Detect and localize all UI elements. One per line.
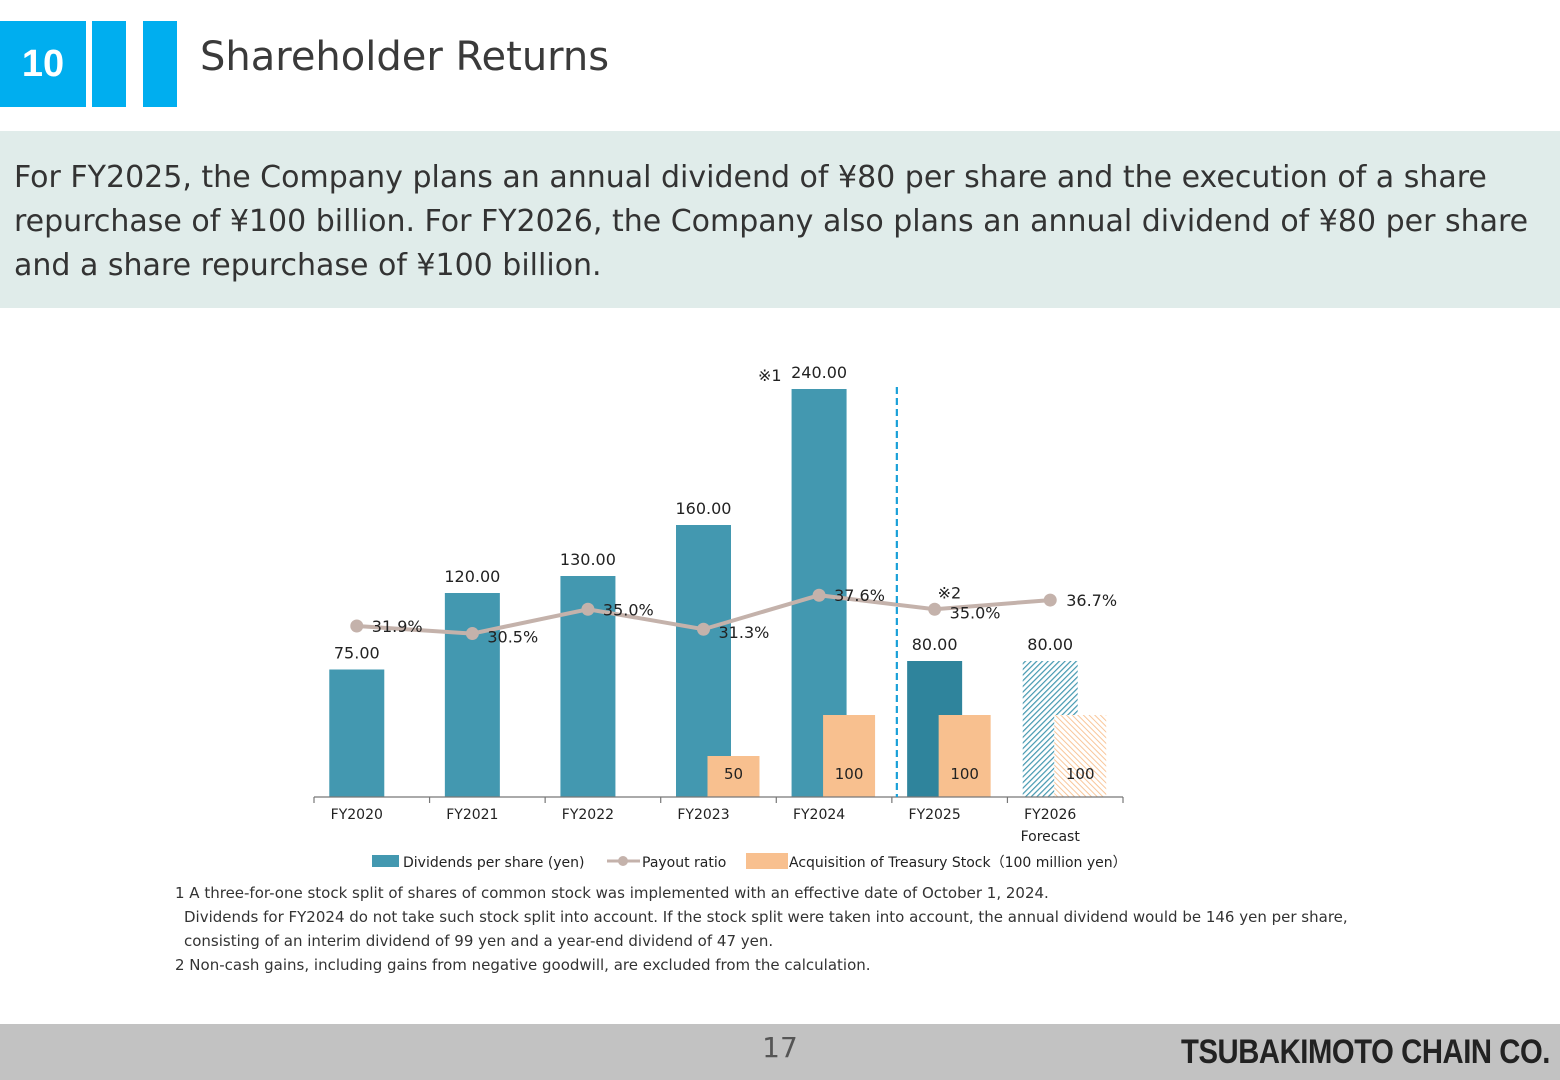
page-title: Shareholder Returns <box>200 34 610 80</box>
treasury-stock-value-label: 100 <box>1066 765 1095 783</box>
footnote: Dividends for FY2024 do not take such st… <box>184 908 1348 926</box>
footnote: consisting of an interim dividend of 99 … <box>184 932 774 950</box>
x-tick-label: FY2026 <box>1024 807 1076 823</box>
dividend-value-label: 120.00 <box>444 567 500 586</box>
treasury-stock-value-label: 50 <box>724 765 743 783</box>
summary-text: For FY2025, the Company plans an annual … <box>14 160 1529 283</box>
payout-ratio-label: 31.9% <box>372 617 423 636</box>
legend-label-dividends: Dividends per share (yen) <box>403 855 585 871</box>
payout-ratio-marker <box>928 602 942 616</box>
title-accent-bar <box>92 21 126 107</box>
dividend-bar <box>676 525 731 797</box>
dividend-value-label: 80.00 <box>1027 635 1073 654</box>
x-tick-label: FY2024 <box>793 807 845 823</box>
x-tick-label: FY2020 <box>331 807 383 823</box>
x-tick-label: FY2025 <box>909 807 961 823</box>
treasury-stock-value-label: 100 <box>950 765 979 783</box>
footnote: 2 Non-cash gains, including gains from n… <box>175 956 871 974</box>
footer-bar <box>0 1024 1560 1080</box>
payout-ratio-marker <box>812 588 826 602</box>
payout-ratio-label: 36.7% <box>1066 591 1117 610</box>
payout-ratio-label: 31.3% <box>719 623 770 642</box>
x-tick-label: FY2022 <box>562 807 614 823</box>
payout-ratio-label: 35.0% <box>950 603 1001 622</box>
shareholder-returns-chart: 75.00 120.00 130.00 160.00 240.00 ※1 80.00 80.0… <box>313 363 1127 871</box>
payout-ratio-marker <box>581 602 595 616</box>
treasury-stock-bar <box>707 756 760 797</box>
payout-ratio-marker <box>1043 593 1057 607</box>
payout-ratio-label: 37.6% <box>834 586 885 605</box>
title-accent-bar <box>143 21 177 107</box>
payout-ratio-marker <box>697 622 710 636</box>
legend-swatch-dividends <box>372 855 399 867</box>
footnotes: 1 A three-for-one stock split of shares … <box>175 881 1348 977</box>
dividend-note-mark: ※1 <box>758 366 782 385</box>
legend-label-payout: Payout ratio <box>642 855 726 871</box>
legend-swatch-treasury <box>746 853 788 869</box>
page-number: 17 <box>762 1031 798 1064</box>
payout-ratio-marker <box>465 627 479 641</box>
company-logo: TSUBAKIMOTO CHAIN CO. <box>1181 1033 1550 1071</box>
dividend-value-label: 130.00 <box>560 550 616 569</box>
x-tick-sublabel: Forecast <box>1021 829 1081 845</box>
section-number-badge: 10 <box>0 21 86 107</box>
payout-ratio-label: 35.0% <box>603 600 654 619</box>
dividend-value-label: 240.00 <box>791 363 847 382</box>
treasury-stock-value-label: 100 <box>835 765 864 783</box>
x-tick-label: FY2023 <box>677 807 729 823</box>
payout-note-mark: ※2 <box>938 583 962 602</box>
treasury-stock-bar <box>1054 715 1107 797</box>
legend-marker-payout <box>618 856 628 866</box>
payout-ratio-label: 30.5% <box>487 628 538 647</box>
dividend-value-label: 75.00 <box>334 644 380 663</box>
dividend-value-label: 80.00 <box>912 635 958 654</box>
dividend-value-label: 160.00 <box>676 499 732 518</box>
dividend-bar <box>444 593 500 797</box>
summary-box <box>0 131 1560 308</box>
footnote: 1 A three-for-one stock split of shares … <box>175 884 1049 902</box>
legend-label-treasury: Acquisition of Treasury Stock（100 millio… <box>789 855 1127 871</box>
treasury-stock-bar <box>823 715 876 797</box>
x-tick-label: FY2021 <box>446 807 498 823</box>
dividend-bar <box>329 669 385 797</box>
treasury-stock-bar <box>938 715 991 797</box>
payout-ratio-marker <box>350 619 364 633</box>
